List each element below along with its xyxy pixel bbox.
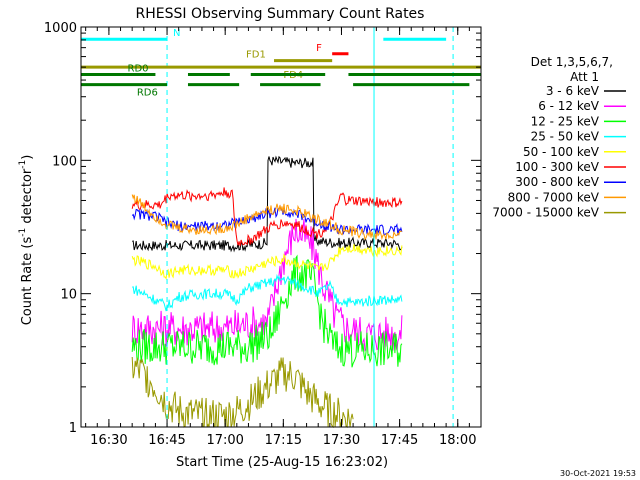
series-line-8 [131,356,354,429]
y-axis-label-main: Count Rate (s [20,237,35,326]
legend-label-2: 12 - 25 keV [531,114,600,128]
orbit-bar-label-N: N [173,28,180,39]
series-line-5 [131,187,403,247]
x-tick-label-6: 18:00 [439,433,476,448]
legend-label-3: 25 - 50 keV [531,130,600,144]
y-axis-label-sup2: -1 [18,160,28,169]
y-tick-label-2: 100 [52,154,77,169]
y-tick-label-1: 10 [60,288,77,303]
legend-label-6: 300 - 800 keV [515,175,599,189]
y-axis-label: Count Rate (s-1 detector-1) [18,155,35,326]
series-line-2 [131,254,403,368]
legend-label-8: 7000 - 15000 keV [492,206,599,220]
y-tick-label-3: 1000 [44,21,77,36]
chart-title: RHESSI Observing Summary Count Rates [136,6,425,22]
axes: 16:30 16:45 17:00 17:15 17:30 17:45 18:00 1 10 10… [44,21,482,448]
series-line-7 [131,194,403,241]
y-axis-label-end: ) [20,155,35,160]
orbit-bar-label-FD1: FD1 [246,50,266,61]
legend-label-0: 3 - 6 keV [546,84,600,98]
plot-frame [80,26,482,428]
y-tick-label-0: 1 [69,421,77,436]
y-axis-label-mid: detector [20,168,35,228]
legend-header-2: Att 1 [570,70,599,84]
plot-area [131,155,403,429]
orbit-bar-label-RD6: RD6 [137,88,158,99]
orbit-bar-label-F: F [316,43,322,54]
footer-date: 30-Oct-2021 19:53 [560,469,636,478]
series-line-1 [131,218,403,352]
legend-label-7: 800 - 7000 keV [508,190,600,204]
annotation-layer: NFFD1FD4RD0RD6 [81,27,481,427]
x-tick-label-2: 17:00 [206,433,243,448]
series-line-4 [131,244,403,280]
x-tick-label-1: 16:45 [148,433,185,448]
x-tick-label-3: 17:15 [265,433,302,448]
legend-header-1: Det 1,3,5,6,7, [531,55,613,69]
x-tick-label-4: 17:30 [323,433,360,448]
y-axis-label-sup1: -1 [18,228,28,237]
x-tick-label-0: 16:30 [90,433,127,448]
x-axis-label: Start Time (25-Aug-15 16:23:02) [176,455,388,470]
x-tick-label-5: 17:45 [381,433,418,448]
series-line-3 [132,273,403,312]
legend-label-5: 100 - 300 keV [515,160,599,174]
legend-label-1: 6 - 12 keV [538,99,600,113]
orbit-bar-label-RD0: RD0 [128,64,149,75]
legend-label-4: 50 - 100 keV [523,145,600,159]
